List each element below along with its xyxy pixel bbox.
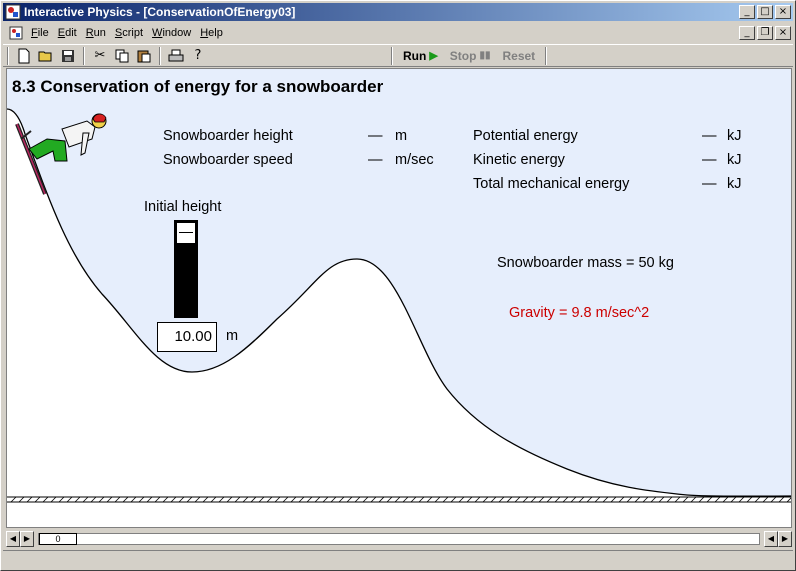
menu-help[interactable]: Help [200, 26, 223, 39]
cut-icon[interactable]: ✂ [94, 48, 106, 63]
toolbar-separator [391, 46, 393, 65]
height-value: — [368, 128, 383, 144]
rewind-end-icon[interactable]: ◀ [764, 531, 778, 547]
title-bar: Interactive Physics - [ConservationOfEne… [3, 3, 793, 21]
snowboarder-helmet [92, 113, 107, 123]
maximize-icon[interactable]: □ [757, 5, 773, 19]
kinetic-energy-value: — [702, 152, 717, 168]
speed-unit: m/sec [395, 152, 434, 168]
page-title: 8.3 Conservation of energy for a snowboa… [12, 77, 384, 96]
app-icon [5, 4, 21, 20]
step-forward-icon[interactable]: ▶ [20, 531, 34, 547]
toolbar: ✂ ? Run ▶ Stop ▮▮ Reset [3, 44, 793, 67]
reset-button[interactable]: Reset [502, 48, 536, 63]
total-energy-unit: kJ [727, 176, 742, 192]
potential-energy-value: — [702, 128, 717, 144]
toolbar-separator [83, 46, 85, 65]
kinetic-energy-label: Kinetic energy [473, 152, 565, 168]
terrain-drawing [7, 69, 791, 503]
slope-curve [7, 108, 791, 497]
open-folder-icon[interactable] [35, 46, 57, 66]
close-icon[interactable]: × [775, 5, 791, 19]
save-icon[interactable] [57, 46, 79, 66]
new-file-icon[interactable] [13, 46, 35, 66]
total-energy-label: Total mechanical energy [473, 176, 630, 192]
status-strip [3, 550, 793, 568]
minimize-icon[interactable]: _ [739, 5, 755, 19]
menu-run[interactable]: Run [85, 26, 106, 39]
doc-restore-icon[interactable]: ❐ [757, 25, 773, 40]
gravity-label: Gravity = 9.8 m/sec^2 [509, 305, 650, 321]
toolbar-separator [545, 46, 548, 65]
document-icon[interactable] [9, 26, 23, 40]
menu-edit[interactable]: Edit [57, 26, 77, 39]
initial-height-slider[interactable] [174, 220, 198, 318]
copy-icon[interactable] [111, 46, 133, 66]
stop-button[interactable]: Stop ▮▮ [449, 48, 491, 63]
doc-close-icon[interactable]: × [775, 25, 791, 40]
speed-value: — [368, 152, 383, 168]
snowboarder-figure[interactable] [15, 113, 107, 195]
rewind-icon[interactable]: ◀ [6, 531, 20, 547]
doc-minimize-icon[interactable]: _ [739, 25, 755, 40]
sky-region [7, 69, 791, 497]
frame-counter[interactable]: 0 [39, 533, 77, 545]
speed-label: Snowboarder speed [163, 152, 293, 168]
height-unit: m [395, 128, 408, 144]
potential-energy-unit: kJ [727, 128, 742, 144]
paste-icon[interactable] [133, 46, 155, 66]
mass-label: Snowboarder mass = 50 kg [497, 255, 674, 271]
print-icon[interactable] [165, 46, 187, 66]
forward-end-icon[interactable]: ▶ [778, 531, 792, 547]
kinetic-energy-unit: kJ [727, 152, 742, 168]
height-label: Snowboarder height [163, 128, 293, 144]
snowboarder-legs [28, 138, 68, 162]
pause-icon: ▮▮ [479, 50, 491, 61]
help-icon[interactable]: ? [194, 48, 202, 63]
initial-height-unit: m [226, 328, 239, 344]
initial-height-field[interactable]: 10.00 [157, 322, 217, 352]
simulation-workspace[interactable]: 8.3 Conservation of energy for a snowboa… [6, 68, 792, 528]
slider-thumb[interactable] [176, 222, 196, 244]
run-button[interactable]: Run ▶ [403, 48, 438, 63]
menu-bar: File Edit Run Script Window Help _ ❐ × [3, 23, 793, 42]
menu-window[interactable]: Window [152, 26, 192, 39]
initial-height-label: Initial height [144, 199, 222, 215]
playback-track[interactable]: 0 [38, 533, 760, 545]
toolbar-grip [7, 46, 9, 65]
menu-script[interactable]: Script [114, 26, 144, 39]
menu-file[interactable]: File [31, 26, 49, 39]
ground-hatch [10, 496, 791, 503]
snowboarder-arm [80, 132, 90, 156]
potential-energy-label: Potential energy [473, 128, 578, 144]
toolbar-separator [159, 46, 161, 65]
play-icon: ▶ [429, 50, 438, 62]
window-title: Interactive Physics - [ConservationOfEne… [24, 5, 296, 19]
total-energy-value: — [702, 176, 717, 192]
playback-bar: ◀ ▶ 0 ◀ ▶ [6, 530, 792, 548]
